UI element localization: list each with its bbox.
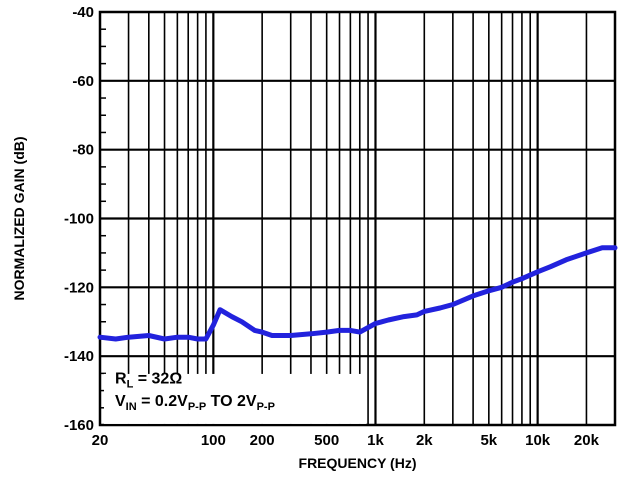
y-axis-label: NORMALIZED GAIN (dB) xyxy=(11,136,27,300)
vin-main: V xyxy=(115,393,126,410)
x-tick-label: 200 xyxy=(250,432,275,449)
x-axis: 20 100 200 500 1k 2k 5k 10k 20k xyxy=(92,432,600,449)
x-tick-label: 1k xyxy=(367,432,384,449)
x-tick-label: 500 xyxy=(314,432,339,449)
vin-sub: IN xyxy=(126,401,137,413)
load-annotation: RL = 32Ω xyxy=(115,371,182,391)
annotation-background xyxy=(104,373,366,424)
y-tick-label: -60 xyxy=(72,73,94,90)
plot-frame xyxy=(98,10,617,427)
x-tick-label: 2k xyxy=(416,432,433,449)
y-axis: -160 -140 -120 -100 -80 -60 -40 xyxy=(64,4,94,434)
x-tick-label: 10k xyxy=(525,432,551,449)
x-tick-label: 20 xyxy=(92,432,109,449)
vin-to: TO 2V xyxy=(206,393,257,410)
vin-annotation: VIN = 0.2VP-P TO 2VP-P xyxy=(115,393,275,413)
vin-eq: = 0.2V xyxy=(137,393,188,410)
grid xyxy=(100,12,615,425)
x-tick-label: 20k xyxy=(574,432,600,449)
vin-pp2: P-P xyxy=(257,401,275,413)
x-tick-label: 100 xyxy=(201,432,226,449)
y-tick-label: -40 xyxy=(72,4,94,21)
y-tick-label: -80 xyxy=(72,142,94,159)
y-tick-label: -120 xyxy=(64,279,94,296)
y-tick-label: -140 xyxy=(64,348,94,365)
rl-main: R xyxy=(115,371,127,388)
x-tick-label: 5k xyxy=(480,432,497,449)
gain-series-line xyxy=(97,245,618,342)
y-tick-label: -100 xyxy=(64,211,94,228)
y-tick-label: -160 xyxy=(64,417,94,434)
rl-sub: L xyxy=(127,379,134,391)
x-axis-label: FREQUENCY (Hz) xyxy=(299,455,417,471)
rl-value: = 32Ω xyxy=(133,371,182,388)
vin-pp1: P-P xyxy=(188,401,206,413)
